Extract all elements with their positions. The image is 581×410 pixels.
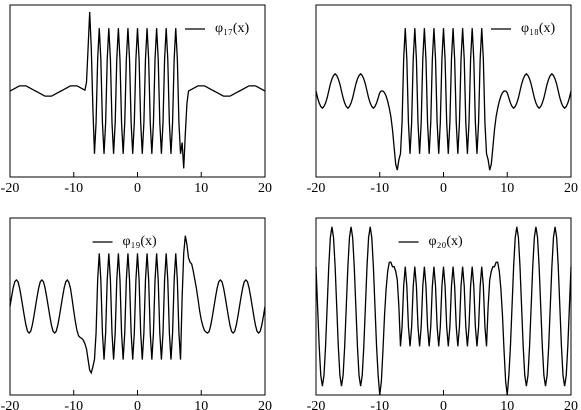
line-series (315, 226, 572, 396)
x-tick-label: 0 (134, 399, 141, 410)
x-tick-label: -10 (64, 181, 83, 196)
x-tick-label: -20 (307, 399, 326, 410)
x-tick-label: -10 (370, 181, 389, 196)
x-tick-label: -10 (64, 399, 83, 410)
x-tick-label: 20 (258, 399, 272, 410)
x-tick-label: 10 (194, 181, 208, 196)
x-tick-label: 20 (564, 399, 578, 410)
legend-label: φ₁₉(x) (123, 234, 158, 249)
x-tick-label: 10 (500, 181, 514, 196)
legend-label: φ₁₇(x) (215, 21, 250, 36)
legend-label: φ₁₈(x) (521, 21, 556, 36)
line-series (315, 28, 572, 171)
legend-label: φ₂₀(x) (429, 234, 464, 249)
chart-panel: -20 -10 0 10 20 φ₁₉(x) (1, 217, 272, 410)
line-series (9, 235, 266, 375)
x-tick-label: 0 (440, 181, 447, 196)
x-tick-label: 10 (500, 399, 514, 410)
line-series (9, 11, 266, 169)
x-tick-label: -10 (370, 399, 389, 410)
x-tick-label: 20 (564, 181, 578, 196)
x-tick-label: -20 (1, 181, 20, 196)
chart-panel: -20 -10 0 10 20 φ₁₇(x) (1, 4, 272, 196)
x-tick-label: -20 (1, 399, 20, 410)
chart-panel: -20 -10 0 10 20 φ₂₀(x) (307, 217, 578, 410)
x-tick-label: 20 (258, 181, 272, 196)
x-tick-label: 0 (134, 181, 141, 196)
x-tick-label: 0 (440, 399, 447, 410)
chart-panel: -20 -10 0 10 20 φ₁₈(x) (307, 4, 578, 196)
x-tick-label: -20 (307, 181, 326, 196)
x-tick-label: 10 (194, 399, 208, 410)
